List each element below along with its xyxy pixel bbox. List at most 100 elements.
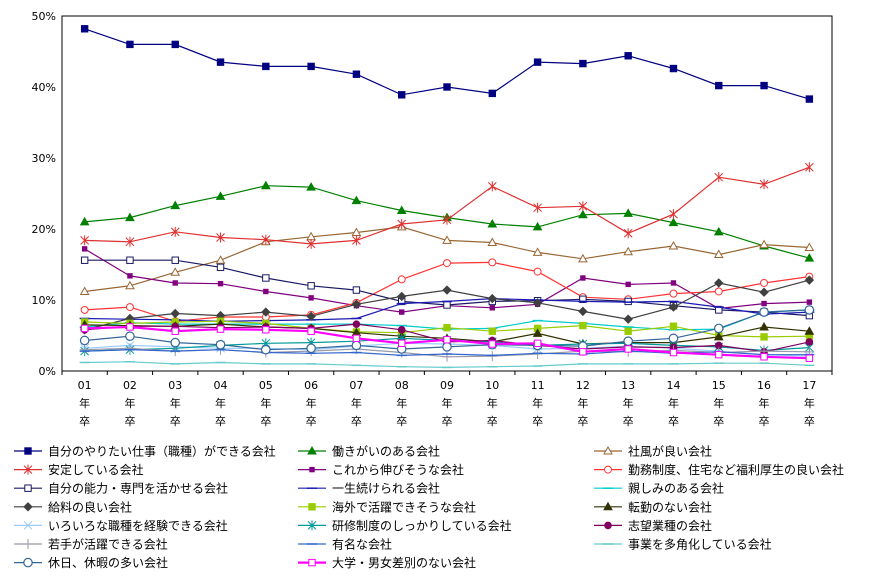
data-point-marker	[397, 219, 407, 230]
data-point-marker	[352, 235, 361, 246]
legend-item: 親しみのある会社	[594, 481, 724, 496]
series-1	[80, 25, 814, 103]
data-point-marker	[759, 239, 769, 249]
data-point-marker	[580, 275, 586, 281]
data-point-marker	[760, 333, 768, 341]
data-point-marker	[487, 293, 498, 304]
data-point-marker	[713, 226, 724, 236]
data-point-marker	[307, 62, 315, 71]
data-point-marker	[398, 91, 406, 99]
x-tick-label: 卒	[759, 414, 770, 428]
data-point-marker	[804, 253, 815, 262]
data-point-marker	[714, 172, 724, 183]
data-point-marker	[23, 557, 33, 568]
legend-label: 事業を多角化している会社	[628, 537, 772, 552]
x-tick-label: 卒	[532, 414, 543, 428]
legend-item: 自分のやりたい仕事（職種）ができる会社	[14, 444, 276, 459]
data-point-marker	[442, 285, 452, 295]
x-tick-label: 年	[170, 396, 181, 410]
data-point-marker	[804, 305, 815, 315]
data-point-marker	[126, 40, 134, 49]
data-point-marker	[579, 59, 587, 68]
data-point-marker	[351, 299, 362, 309]
x-tick-label: 年	[79, 396, 90, 410]
y-tick-label: 10%	[32, 294, 56, 307]
data-point-marker	[761, 300, 767, 307]
data-point-marker	[125, 331, 135, 342]
legend-label: 志望業種の会社	[628, 518, 712, 533]
data-point-marker	[804, 162, 814, 173]
legend-item: 大学・男女差別のない会社	[298, 555, 476, 570]
data-point-marker	[488, 89, 496, 98]
legend-label: これから伸びそうな会社	[332, 462, 464, 477]
data-point-marker	[442, 214, 452, 225]
data-point-marker	[760, 81, 768, 90]
x-tick-label: 卒	[804, 414, 815, 428]
data-point-marker	[533, 339, 542, 348]
series-lines	[79, 25, 815, 369]
data-point-marker	[579, 295, 587, 303]
x-tick-label: 卒	[668, 414, 679, 428]
data-point-marker	[307, 445, 317, 455]
data-point-marker	[488, 340, 496, 348]
data-point-marker	[306, 238, 316, 249]
data-point-marker	[308, 295, 314, 301]
x-tick-label: 11	[531, 379, 545, 392]
data-point-marker	[124, 343, 135, 354]
data-point-marker	[306, 343, 316, 354]
x-tick-label: 08	[395, 379, 409, 392]
data-point-marker	[170, 308, 180, 319]
x-tick-label: 年	[396, 396, 407, 410]
data-point-marker	[759, 307, 769, 317]
legend-item: 休日、休暇の多い会社	[14, 555, 168, 570]
data-point-marker	[125, 280, 135, 290]
data-point-marker	[308, 558, 316, 567]
legend-item: 転勤のない会社	[594, 499, 712, 514]
data-point-marker	[261, 307, 271, 317]
legend-label: 自分の能力・専門を活かせる会社	[48, 481, 228, 496]
data-point-marker	[533, 58, 542, 66]
data-point-marker	[309, 466, 315, 473]
data-point-marker	[126, 323, 134, 331]
y-tick-label: 50%	[32, 10, 56, 23]
x-tick-label: 年	[804, 396, 815, 410]
data-point-marker	[713, 323, 724, 334]
data-point-marker	[398, 339, 406, 348]
data-point-marker	[443, 259, 451, 268]
data-point-marker	[760, 278, 769, 287]
data-point-marker	[352, 286, 361, 294]
y-tick-label: 20%	[32, 223, 56, 236]
x-tick-label: 卒	[351, 414, 362, 428]
x-tick-label: 年	[306, 396, 317, 410]
data-point-marker	[623, 228, 633, 239]
data-point-marker	[759, 287, 769, 297]
data-point-marker	[669, 209, 678, 220]
data-point-marker	[623, 246, 634, 256]
data-point-marker	[79, 344, 90, 355]
data-point-marker	[805, 338, 814, 346]
data-point-marker	[171, 327, 179, 335]
x-tick-label: 卒	[623, 414, 634, 428]
data-point-marker	[579, 321, 587, 330]
data-point-marker	[624, 52, 632, 60]
legend-item: 研修制度のしっかりしている会社	[298, 518, 512, 533]
x-tick-label: 年	[215, 396, 226, 410]
data-point-marker	[262, 274, 270, 282]
x-tick-label: 05	[259, 379, 273, 392]
x-tick-label: 年	[713, 396, 724, 410]
data-point-marker	[351, 195, 362, 205]
data-point-marker	[760, 353, 768, 361]
legend-label: 勤務制度、住宅など福利厚生の良い会社	[628, 462, 844, 477]
data-point-marker	[170, 267, 181, 276]
data-point-marker	[217, 280, 224, 287]
data-point-marker	[308, 503, 316, 511]
data-point-marker	[171, 40, 179, 49]
data-point-marker	[307, 520, 317, 531]
axes	[61, 15, 833, 375]
x-tick-label: 17	[802, 379, 816, 392]
legend-label: 休日、休暇の多い会社	[48, 555, 168, 570]
data-point-marker	[443, 323, 451, 332]
legend-label: 一生続けられる会社	[332, 481, 440, 496]
data-point-marker	[804, 326, 815, 335]
data-point-marker	[306, 311, 316, 322]
